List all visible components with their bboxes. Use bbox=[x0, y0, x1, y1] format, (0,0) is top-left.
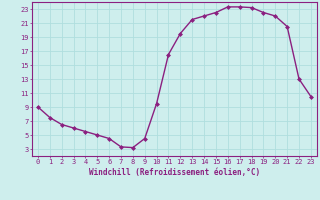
X-axis label: Windchill (Refroidissement éolien,°C): Windchill (Refroidissement éolien,°C) bbox=[89, 168, 260, 177]
